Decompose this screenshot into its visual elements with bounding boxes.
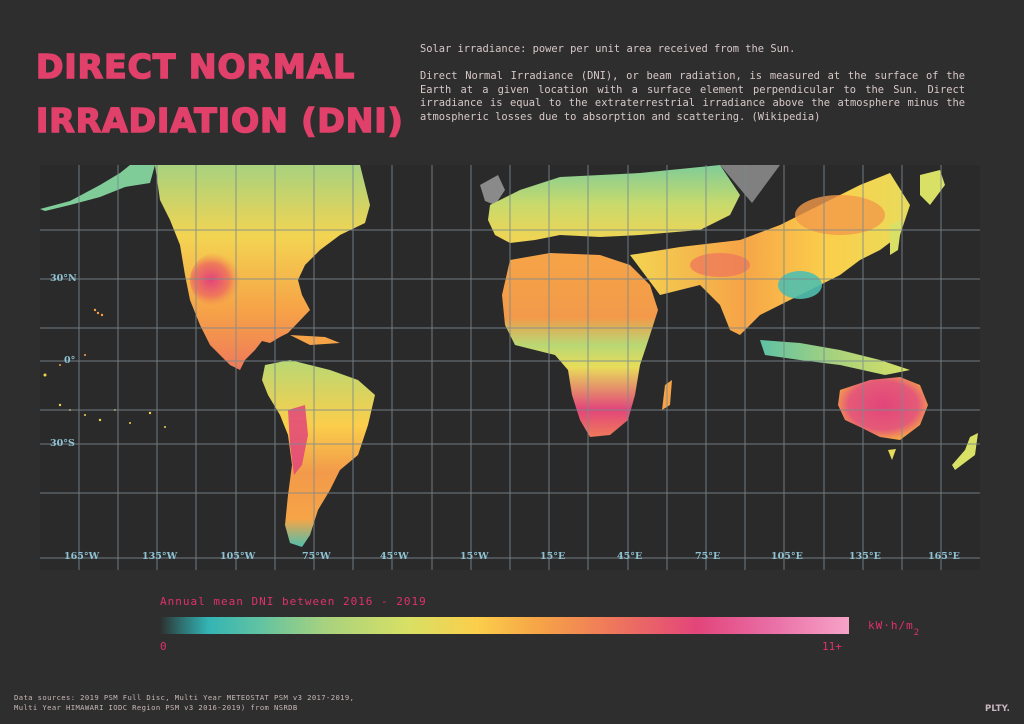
page-title: Direct Normal Irradiation (DNI) bbox=[35, 40, 404, 148]
colorbar-min-label: 0 bbox=[160, 640, 167, 653]
lon-label-135e: 135°E bbox=[849, 551, 881, 562]
lat-label-30n: 30°N bbox=[50, 273, 77, 284]
unit-text: kW·h/m bbox=[868, 619, 914, 632]
colorbar-max-label: 11+ bbox=[822, 640, 842, 653]
title-line-1: Direct Normal bbox=[35, 46, 356, 87]
colorbar bbox=[160, 617, 849, 634]
lon-label-165e: 165°E bbox=[928, 551, 960, 562]
lat-label-30s: 30°S bbox=[50, 438, 75, 449]
description-intro: Solar irradiance: power per unit area re… bbox=[420, 43, 796, 55]
lat-label-0: 0° bbox=[64, 355, 76, 366]
title-line-2: Irradiation (DNI) bbox=[35, 100, 404, 141]
lon-label-165w: 165°W bbox=[64, 551, 100, 562]
sources-line-1: Data sources: 2019 PSM Full Disc, Multi … bbox=[14, 693, 355, 702]
legend-title: Annual mean DNI between 2016 - 2019 bbox=[160, 595, 427, 608]
brand-logo: PLTY. bbox=[985, 704, 1011, 714]
colorbar-unit: kW·h/m2 bbox=[868, 619, 920, 638]
map-graphic bbox=[40, 165, 980, 570]
lon-label-105w: 105°W bbox=[220, 551, 256, 562]
unit-superscript: 2 bbox=[913, 628, 921, 638]
lon-label-105e: 105°E bbox=[771, 551, 803, 562]
lon-label-15w: 15°W bbox=[460, 551, 489, 562]
world-dni-map: 30°N 0° 30°S 165°W 135°W 105°W 75°W 45°W… bbox=[40, 165, 980, 570]
description: Solar irradiance: power per unit area re… bbox=[420, 43, 965, 137]
lon-label-15e: 15°E bbox=[540, 551, 566, 562]
lon-label-75e: 75°E bbox=[695, 551, 721, 562]
lon-label-75w: 75°W bbox=[302, 551, 331, 562]
lon-label-135w: 135°W bbox=[142, 551, 178, 562]
data-sources: Data sources: 2019 PSM Full Disc, Multi … bbox=[14, 693, 354, 712]
lon-label-45e: 45°E bbox=[617, 551, 643, 562]
description-body: Direct Normal Irradiance (DNI), or beam … bbox=[420, 70, 965, 123]
sources-line-2: Multi Year HIMAWARI IODC Region PSM v3 2… bbox=[14, 702, 298, 712]
lon-label-45w: 45°W bbox=[380, 551, 409, 562]
